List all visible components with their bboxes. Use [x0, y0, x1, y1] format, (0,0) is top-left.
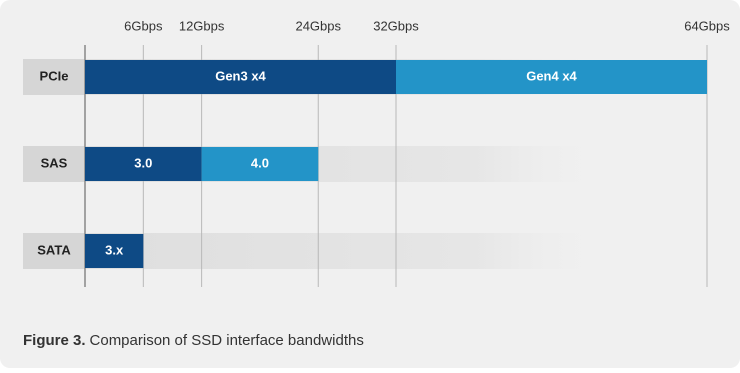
segment-label: 4.0	[251, 155, 269, 170]
bar-segment	[85, 60, 396, 94]
x-tick-label: 6Gbps	[124, 18, 163, 33]
bar-segment	[201, 147, 319, 181]
bar-segment	[85, 147, 202, 181]
category-label: SATA	[37, 242, 71, 257]
segment-label: Gen3 x4	[215, 68, 266, 83]
category-label: SAS	[41, 155, 68, 170]
bar-segment	[85, 234, 144, 268]
x-tick-label: 12Gbps	[179, 18, 225, 33]
caption-text: Comparison of SSD interface bandwidths	[90, 332, 364, 349]
track	[85, 233, 605, 269]
category-box	[23, 146, 85, 182]
x-tick-label: 32Gbps	[373, 18, 419, 33]
x-tick-label: 64Gbps	[684, 18, 730, 33]
x-tick-label: 24Gbps	[295, 18, 341, 33]
caption: Figure 3. Comparison of SSD interface ban…	[23, 332, 364, 349]
category-box	[23, 59, 85, 95]
segment-label: 3.0	[134, 155, 152, 170]
category-label: PCIe	[40, 68, 69, 83]
caption-label: Figure 3.	[23, 332, 86, 349]
segment-label: Gen4 x4	[526, 68, 577, 83]
category-box	[23, 233, 85, 269]
segment-label: 3.x	[105, 242, 124, 257]
bar-segment	[396, 60, 707, 94]
